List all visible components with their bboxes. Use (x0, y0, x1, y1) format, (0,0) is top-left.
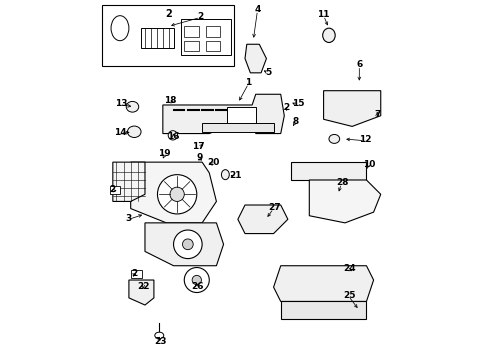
Circle shape (168, 131, 177, 140)
Text: 2: 2 (283, 103, 289, 112)
Bar (184, 41, 198, 51)
Ellipse shape (127, 126, 141, 138)
Ellipse shape (329, 134, 340, 143)
Text: 14: 14 (114, 128, 126, 137)
Circle shape (157, 175, 197, 214)
Circle shape (182, 239, 193, 249)
Ellipse shape (221, 170, 229, 180)
Polygon shape (145, 223, 223, 266)
Bar (181, 19, 231, 55)
Text: 5: 5 (265, 68, 271, 77)
Polygon shape (273, 266, 373, 301)
Polygon shape (309, 180, 381, 223)
Bar (110, 186, 121, 194)
Polygon shape (245, 44, 267, 73)
Text: 22: 22 (137, 282, 149, 291)
Text: 23: 23 (154, 337, 167, 346)
Bar (202, 123, 273, 132)
Polygon shape (113, 162, 145, 202)
Polygon shape (129, 280, 154, 305)
Ellipse shape (126, 102, 139, 112)
Ellipse shape (323, 28, 335, 42)
Bar (102, 5, 234, 66)
Text: 10: 10 (363, 160, 375, 169)
Text: 1: 1 (245, 78, 252, 87)
Text: 20: 20 (207, 158, 220, 167)
Polygon shape (292, 162, 367, 180)
Text: 2: 2 (165, 9, 172, 19)
Text: 7: 7 (374, 111, 380, 120)
Text: 9: 9 (196, 153, 203, 162)
Text: 25: 25 (343, 291, 356, 300)
Circle shape (192, 275, 201, 285)
Text: 21: 21 (229, 171, 242, 180)
Polygon shape (323, 91, 381, 126)
Bar (227, 107, 256, 125)
Text: 13: 13 (116, 99, 128, 108)
Text: 19: 19 (158, 149, 171, 158)
Bar (184, 26, 198, 37)
Circle shape (173, 230, 202, 258)
Text: 27: 27 (269, 203, 281, 212)
Polygon shape (238, 205, 288, 234)
Text: 12: 12 (360, 135, 372, 144)
Text: 15: 15 (292, 99, 304, 108)
Text: 16: 16 (167, 131, 180, 140)
Text: 2: 2 (110, 185, 116, 194)
Text: 24: 24 (343, 264, 356, 273)
Ellipse shape (111, 16, 129, 41)
Text: 18: 18 (164, 96, 176, 105)
Text: 17: 17 (192, 142, 205, 151)
Text: 4: 4 (254, 5, 261, 14)
Bar (142, 28, 173, 48)
Polygon shape (163, 94, 284, 134)
Text: 11: 11 (318, 10, 330, 19)
Bar (206, 26, 220, 37)
Ellipse shape (155, 332, 164, 339)
Polygon shape (281, 301, 367, 319)
Bar (131, 270, 142, 278)
Text: 2: 2 (197, 12, 203, 21)
Text: 2: 2 (131, 269, 137, 278)
Circle shape (184, 267, 209, 293)
Bar (206, 41, 220, 51)
Text: 26: 26 (192, 282, 204, 291)
Polygon shape (131, 162, 217, 223)
Text: 8: 8 (293, 117, 299, 126)
Text: 6: 6 (356, 60, 363, 69)
Circle shape (170, 187, 184, 202)
Text: 3: 3 (126, 214, 132, 223)
Text: 28: 28 (336, 178, 349, 187)
